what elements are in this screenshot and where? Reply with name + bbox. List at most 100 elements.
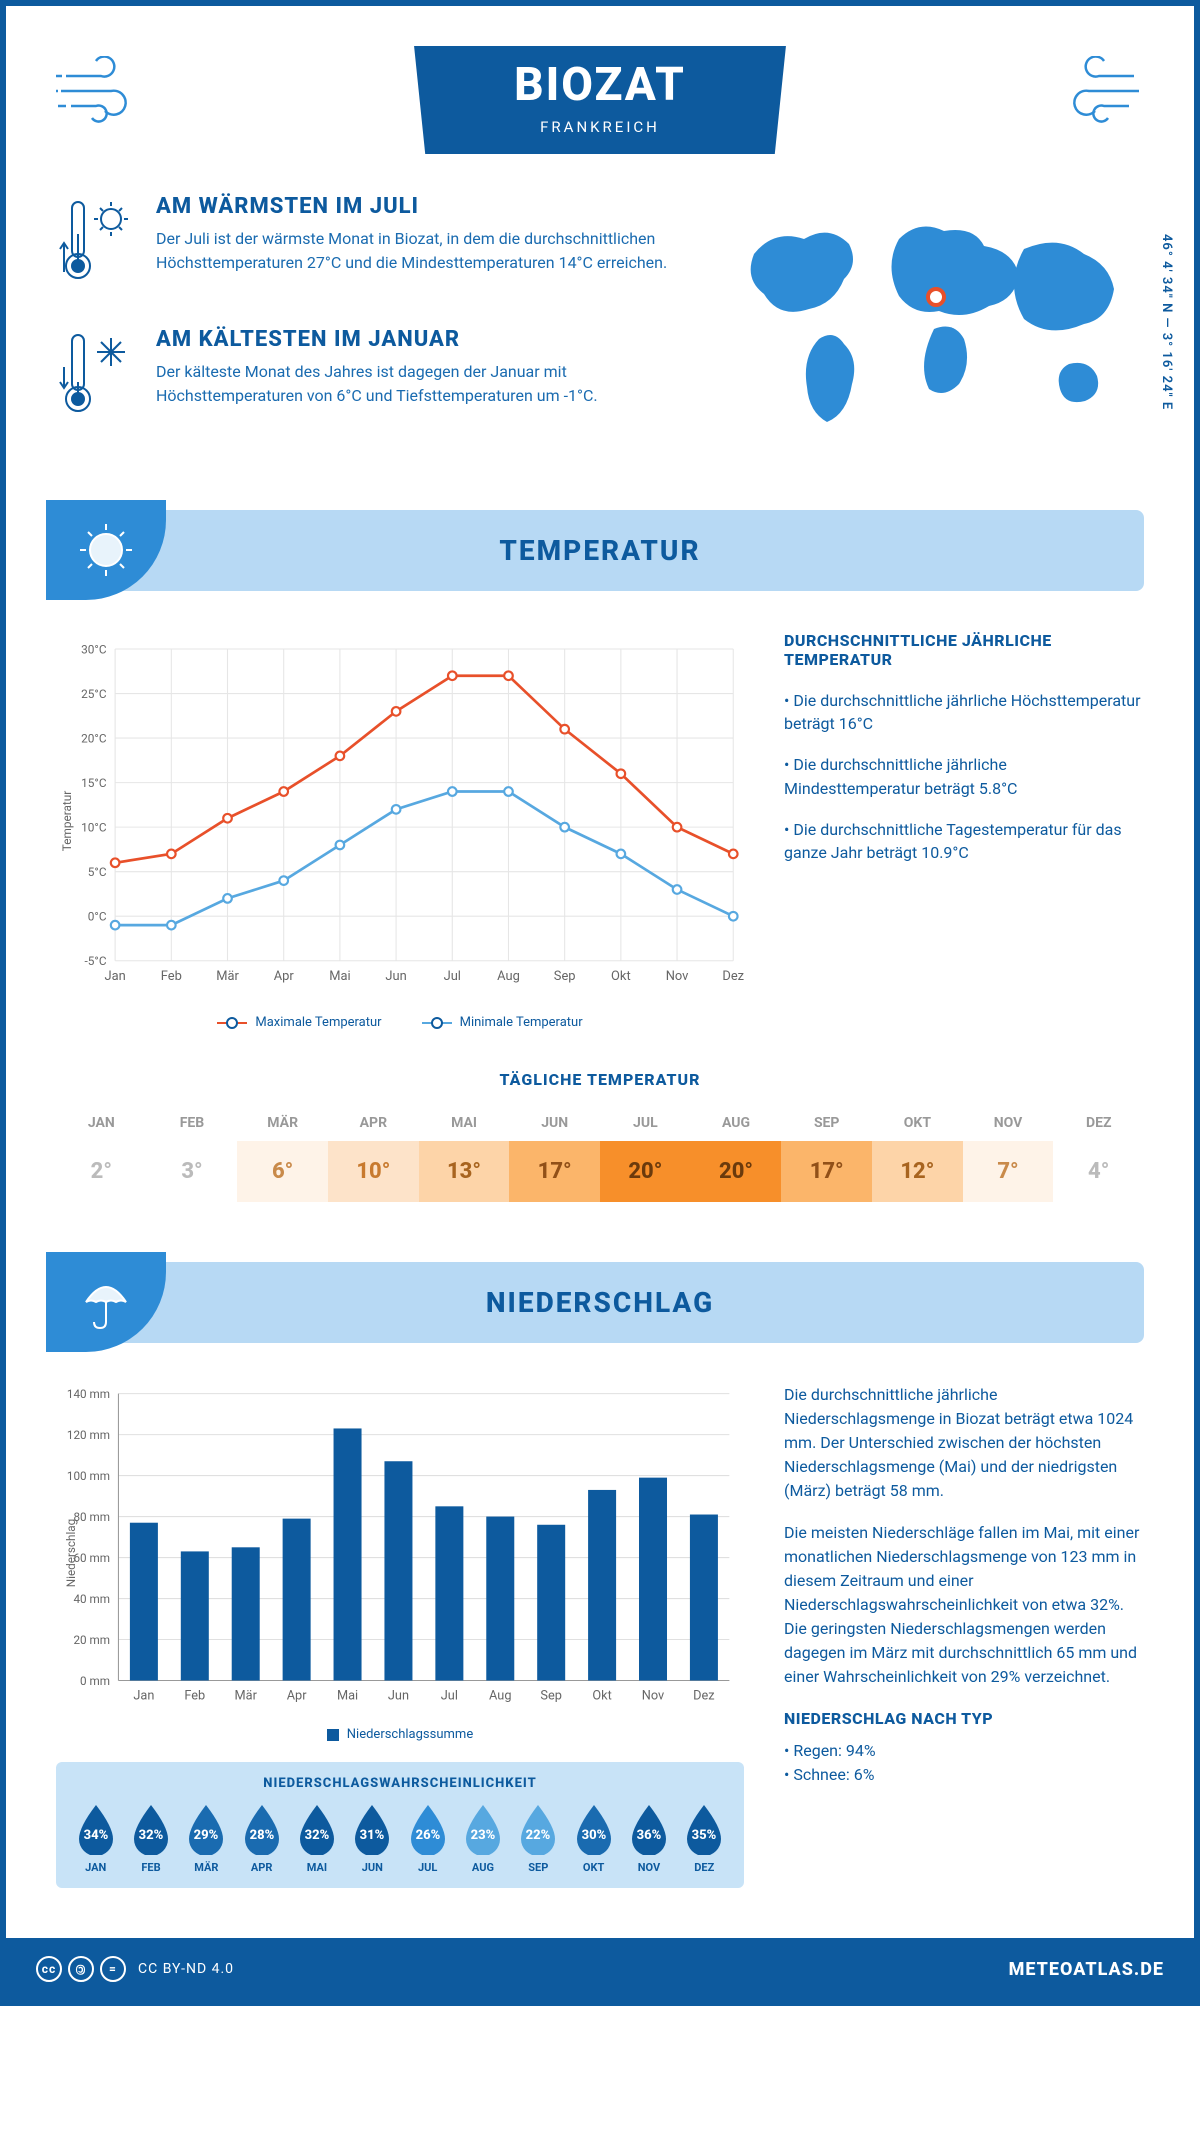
svg-text:Jul: Jul xyxy=(441,1689,458,1704)
svg-text:28%: 28% xyxy=(249,1828,274,1843)
svg-text:100 mm: 100 mm xyxy=(67,1469,110,1483)
probability-cell: 36%NOV xyxy=(623,1803,674,1874)
daily-temp-cell: JUN17° xyxy=(509,1105,600,1202)
coldest-text: Der kälteste Monat des Jahres ist dagege… xyxy=(156,360,694,408)
daily-temp-cell: OKT12° xyxy=(872,1105,963,1202)
daily-temp-cell: MAI13° xyxy=(419,1105,510,1202)
svg-text:Jul: Jul xyxy=(444,969,461,984)
svg-text:Dez: Dez xyxy=(693,1689,714,1704)
svg-text:Mär: Mär xyxy=(235,1689,258,1704)
warmest-text: Der Juli ist der wärmste Monat in Biozat… xyxy=(156,227,694,275)
svg-text:Apr: Apr xyxy=(287,1689,307,1704)
precipitation-info: Die durchschnittliche jährliche Niedersc… xyxy=(784,1383,1144,1888)
chart-legend: Niederschlagssumme xyxy=(56,1727,744,1742)
svg-text:34%: 34% xyxy=(83,1828,108,1843)
svg-text:Temperatur: Temperatur xyxy=(60,791,74,852)
svg-text:Sep: Sep xyxy=(540,1689,562,1704)
info-item: • Die durchschnittliche Tagestemperatur … xyxy=(784,818,1144,864)
daily-temp-cell: MÄR6° xyxy=(237,1105,328,1202)
svg-text:Dez: Dez xyxy=(722,969,744,984)
svg-text:0°C: 0°C xyxy=(88,910,107,924)
svg-text:Mai: Mai xyxy=(337,1689,358,1704)
umbrella-icon xyxy=(46,1252,166,1352)
daily-temp-title: TÄGLICHE TEMPERATUR xyxy=(56,1070,1144,1089)
coldest-fact: AM KÄLTESTEN IM JANUAR Der kälteste Mona… xyxy=(56,327,694,430)
daily-temp-cell: AUG20° xyxy=(691,1105,782,1202)
daily-temp-cell: JUL20° xyxy=(600,1105,691,1202)
svg-text:36%: 36% xyxy=(637,1828,662,1843)
probability-cell: 32%FEB xyxy=(125,1803,176,1874)
wind-icon xyxy=(1054,56,1144,141)
svg-text:60 mm: 60 mm xyxy=(73,1551,110,1565)
sun-icon xyxy=(46,500,166,600)
svg-text:Aug: Aug xyxy=(497,969,520,984)
probability-cell: 22%SEP xyxy=(513,1803,564,1874)
svg-text:22%: 22% xyxy=(526,1828,551,1843)
svg-text:Niederschlag: Niederschlag xyxy=(64,1519,78,1587)
probability-cell: 31%JUN xyxy=(347,1803,398,1874)
info-item: • Die durchschnittliche jährliche Mindes… xyxy=(784,753,1144,799)
svg-text:Mär: Mär xyxy=(216,969,239,984)
warmest-fact: AM WÄRMSTEN IM JULI Der Juli ist der wär… xyxy=(56,194,694,297)
svg-text:26%: 26% xyxy=(415,1828,440,1843)
temperature-info: DURCHSCHNITTLICHE JÄHRLICHE TEMPERATUR •… xyxy=(784,631,1144,1030)
probability-cell: 28%APR xyxy=(236,1803,287,1874)
svg-text:Okt: Okt xyxy=(592,1689,611,1704)
svg-text:20 mm: 20 mm xyxy=(73,1633,110,1647)
svg-text:Nov: Nov xyxy=(666,969,689,984)
coordinates: 46° 4' 34" N — 3° 16' 24" E xyxy=(1159,234,1174,410)
probability-cell: 23%AUG xyxy=(457,1803,508,1874)
svg-text:Nov: Nov xyxy=(642,1689,664,1704)
svg-text:Apr: Apr xyxy=(274,969,295,984)
coldest-title: AM KÄLTESTEN IM JANUAR xyxy=(156,327,694,352)
probability-box: NIEDERSCHLAGSWAHRSCHEINLICHKEIT 34%JAN32… xyxy=(56,1762,744,1888)
daily-temp-cell: JAN2° xyxy=(56,1105,147,1202)
daily-temp-cell: FEB3° xyxy=(147,1105,238,1202)
svg-text:-5°C: -5°C xyxy=(85,954,107,968)
svg-text:Aug: Aug xyxy=(489,1689,511,1704)
svg-text:Jan: Jan xyxy=(105,969,126,984)
wind-icon xyxy=(56,56,146,141)
temperature-header: TEMPERATUR xyxy=(56,510,1144,591)
chart-legend: Maximale Temperatur Minimale Temperatur xyxy=(56,1015,744,1030)
svg-text:32%: 32% xyxy=(305,1828,330,1843)
site-name: METEOATLAS.DE xyxy=(1009,1959,1164,1980)
header: BIOZAT FRANKREICH xyxy=(56,46,1144,154)
intro-row: AM WÄRMSTEN IM JULI Der Juli ist der wär… xyxy=(56,194,1144,460)
svg-text:5°C: 5°C xyxy=(88,865,107,879)
probability-cell: 29%MÄR xyxy=(181,1803,232,1874)
svg-text:40 mm: 40 mm xyxy=(73,1592,110,1606)
svg-text:Sep: Sep xyxy=(554,969,576,984)
location-marker xyxy=(926,287,946,307)
warmest-title: AM WÄRMSTEN IM JULI xyxy=(156,194,694,219)
svg-text:15°C: 15°C xyxy=(81,776,107,790)
svg-text:29%: 29% xyxy=(194,1828,219,1843)
svg-text:25°C: 25°C xyxy=(81,687,107,701)
thermometer-sun-icon xyxy=(56,194,136,297)
thermometer-snow-icon xyxy=(56,327,136,430)
svg-text:Feb: Feb xyxy=(161,969,182,984)
svg-text:31%: 31% xyxy=(360,1828,385,1843)
title-banner: BIOZAT FRANKREICH xyxy=(414,46,786,154)
page-subtitle: FRANKREICH xyxy=(514,118,686,136)
probability-cell: 35%DEZ xyxy=(679,1803,730,1874)
svg-text:Jun: Jun xyxy=(385,969,406,984)
temperature-chart: -5°C 0°C 5°C 10°C 15°C 20°C 25°C 30°C Jan Feb Mär A… xyxy=(56,631,744,1030)
probability-cell: 30%OKT xyxy=(568,1803,619,1874)
svg-text:20°C: 20°C xyxy=(81,731,107,745)
svg-text:30°C: 30°C xyxy=(81,642,107,656)
probability-cell: 26%JUL xyxy=(402,1803,453,1874)
probability-cell: 32%MAI xyxy=(291,1803,342,1874)
svg-text:120 mm: 120 mm xyxy=(67,1428,110,1442)
world-map: 46° 4' 34" N — 3° 16' 24" E xyxy=(724,194,1144,460)
cc-icons: cc🄯= xyxy=(36,1956,126,1982)
svg-text:Jun: Jun xyxy=(388,1689,409,1704)
svg-text:0 mm: 0 mm xyxy=(80,1674,110,1688)
svg-text:Okt: Okt xyxy=(611,969,631,984)
license-text: CC BY-ND 4.0 xyxy=(138,1961,234,1977)
daily-temp-cell: NOV7° xyxy=(963,1105,1054,1202)
precipitation-chart: 0 mm20 mm40 mm60 mm80 mm100 mm120 mm140 … xyxy=(56,1383,744,1723)
svg-text:10°C: 10°C xyxy=(81,820,107,834)
info-item: • Die durchschnittliche jährliche Höchst… xyxy=(784,689,1144,735)
svg-text:140 mm: 140 mm xyxy=(67,1387,110,1401)
